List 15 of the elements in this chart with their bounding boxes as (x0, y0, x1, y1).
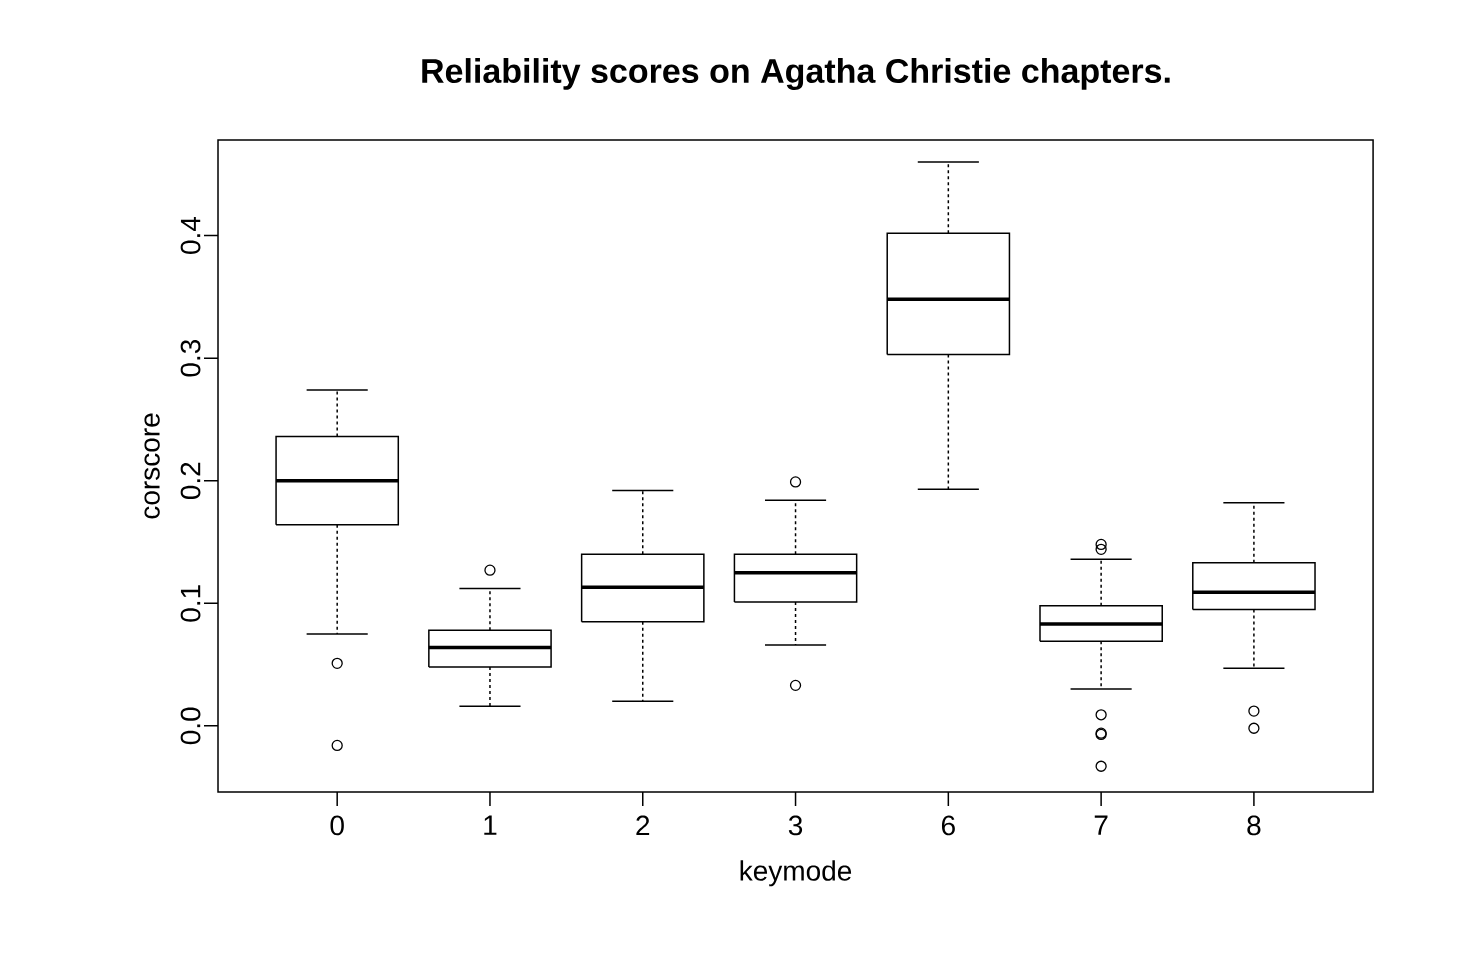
x-tick-label: 0 (330, 815, 344, 836)
chart-title: Reliability scores on Agatha Christie chapters. (422, 58, 1170, 90)
y-tick-label: 0.2 (180, 462, 201, 500)
x-tick-label: 8 (1247, 815, 1261, 836)
y-tick-label: 0.1 (180, 585, 201, 622)
x-tick-label: 3 (788, 815, 803, 836)
y-tick-label: 0.3 (180, 339, 201, 377)
y-axis-title: corscore (144, 413, 160, 519)
y-tick-label: 0.0 (180, 707, 201, 745)
x-tick-label: 7 (1094, 815, 1108, 835)
x-tick-label: 1 (484, 815, 497, 835)
x-axis-title: keymode (740, 860, 852, 887)
x-tick-label: 6 (941, 815, 955, 836)
x-tick-label: 2 (636, 815, 650, 836)
y-tick-label: 0.4 (180, 216, 201, 254)
